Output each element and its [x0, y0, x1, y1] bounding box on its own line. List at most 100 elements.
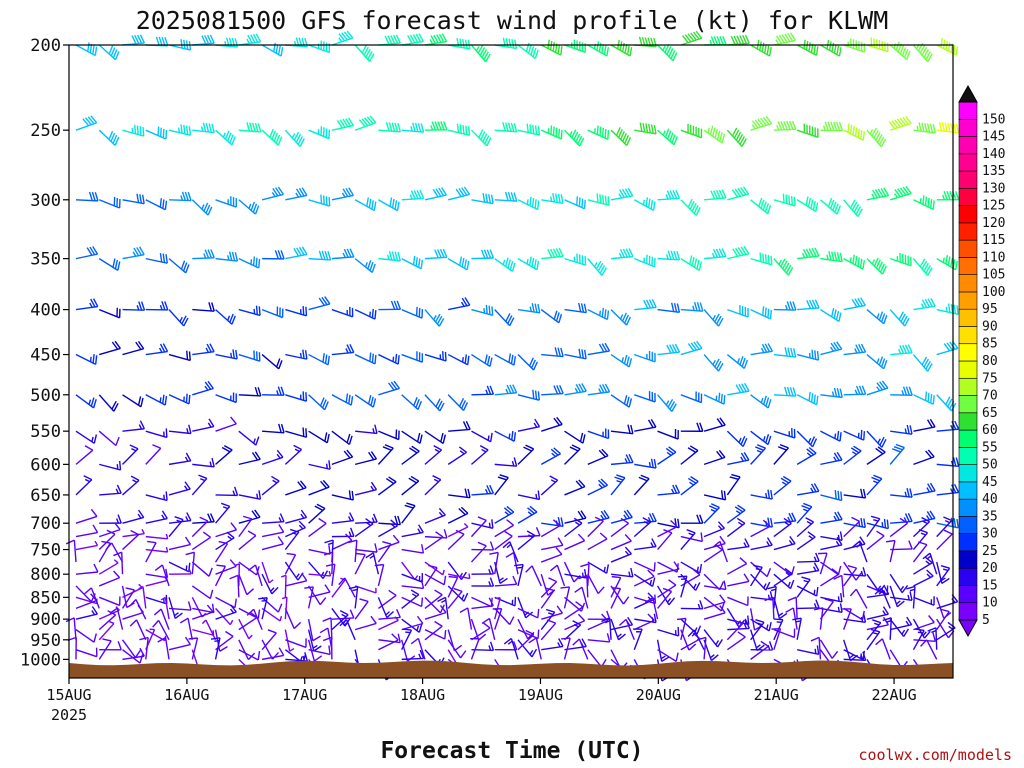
wind-barb [145, 491, 168, 502]
wind-barb [84, 587, 100, 609]
wind-barb [750, 306, 773, 320]
wind-barb [764, 596, 775, 620]
wind-barb [866, 127, 887, 148]
wind-barb [307, 629, 322, 652]
wind-barb [354, 481, 378, 496]
wind-barb [229, 574, 240, 598]
colorbar-label: 100 [982, 285, 1005, 300]
wind-barb [168, 452, 192, 466]
wind-barb [517, 490, 541, 501]
colorbar-swatch [958, 257, 978, 275]
wind-barb [657, 128, 678, 146]
wind-barb [238, 573, 255, 596]
wind-barb [634, 561, 656, 572]
wind-barb [817, 552, 828, 575]
wind-barb [192, 418, 215, 432]
wind-barb [471, 565, 495, 575]
wind-barb [610, 546, 632, 563]
wind-barb [560, 586, 571, 609]
wind-barb [121, 639, 142, 658]
wind-barb [75, 353, 98, 365]
wind-barb [308, 126, 331, 140]
wind-barb [210, 637, 221, 660]
wind-barb [98, 596, 121, 607]
wind-barb [820, 511, 843, 524]
wind-barb [401, 255, 424, 270]
wind-barb [866, 430, 887, 448]
wind-barb [122, 124, 145, 137]
wind-barb [471, 249, 495, 260]
wind-barb [285, 520, 306, 538]
wind-barb [470, 129, 492, 147]
wind-barb [98, 258, 121, 271]
wind-barb [215, 502, 231, 524]
wind-barb [540, 619, 557, 641]
wind-barb [157, 637, 170, 660]
wind-barb [215, 486, 239, 497]
wind-barb [401, 430, 423, 444]
plot-area [65, 30, 960, 682]
wind-barb [610, 517, 629, 538]
colorbar-label: 120 [982, 216, 1005, 231]
wind-barb [98, 559, 119, 575]
wind-barb [773, 347, 797, 358]
wind-barb [378, 380, 401, 396]
wind-barb [121, 587, 136, 609]
wind-barb [192, 513, 215, 524]
colorbar-label: 20 [982, 561, 998, 576]
colorbar-swatch [958, 153, 978, 172]
colorbar-swatch [958, 481, 978, 500]
wind-barb [773, 443, 789, 465]
wind-barb [494, 505, 515, 524]
wind-barb [424, 33, 448, 46]
wind-barb [680, 391, 703, 404]
wind-barb [634, 613, 655, 631]
wind-barb [424, 529, 448, 539]
wind-barb [169, 191, 192, 202]
wind-barb [587, 532, 608, 551]
wind-barb [98, 44, 120, 61]
wind-barb [540, 475, 559, 496]
colorbar-swatch [958, 205, 978, 224]
colorbar-swatch [958, 326, 978, 345]
x-tick-label: 15AUG [46, 686, 91, 704]
y-tick-label: 450 [30, 346, 61, 366]
wind-barb [331, 344, 355, 356]
colorbar-swatch [958, 101, 978, 120]
wind-barb [541, 416, 563, 432]
colorbar-swatch [958, 118, 978, 137]
terrain [69, 660, 953, 678]
wind-barb [927, 627, 938, 650]
wind-barb [703, 354, 724, 372]
wind-barb [517, 639, 538, 658]
wind-barb [913, 556, 933, 575]
wind-barb [564, 601, 584, 620]
wind-barb [122, 475, 140, 496]
wind-barb [541, 192, 564, 204]
wind-barb [471, 193, 494, 205]
wind-barb [98, 430, 120, 447]
wind-barb [541, 247, 564, 260]
wind-barb [890, 488, 913, 498]
colorbar-swatch [958, 567, 978, 586]
wind-barb [517, 444, 535, 465]
wind-barb [680, 532, 703, 543]
wind-barb [448, 297, 471, 311]
colorbar-label: 10 [982, 596, 998, 611]
wind-barb [322, 636, 333, 660]
wind-barb [354, 394, 377, 408]
wind-barb [540, 547, 563, 563]
wind-barb [750, 564, 763, 587]
wind-barb [99, 514, 122, 524]
wind-barb [494, 257, 516, 273]
wind-barb [517, 527, 541, 538]
wind-barb [820, 603, 843, 613]
wind-barb [677, 575, 688, 598]
wind-barb [936, 608, 950, 631]
wind-barb [796, 430, 818, 448]
wind-barb [796, 391, 819, 406]
wind-barb [936, 516, 953, 538]
wind-barb [703, 580, 727, 591]
wind-barb [610, 39, 633, 57]
wind-barb [517, 530, 536, 551]
